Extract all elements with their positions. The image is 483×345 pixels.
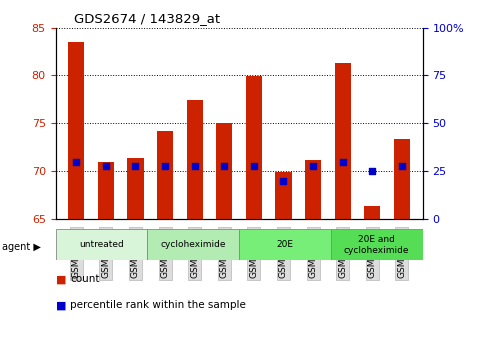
Point — [250, 164, 258, 169]
Bar — [128, 158, 143, 219]
Bar — [364, 206, 381, 219]
Bar — [239, 229, 331, 260]
Bar — [186, 100, 203, 219]
Point — [339, 159, 347, 164]
Point — [280, 178, 287, 184]
Bar — [147, 229, 239, 260]
Bar — [275, 172, 292, 219]
Text: agent ▶: agent ▶ — [2, 242, 41, 252]
Text: cycloheximide: cycloheximide — [160, 240, 226, 249]
Text: count: count — [70, 275, 99, 284]
Bar — [68, 42, 85, 219]
Bar — [246, 77, 262, 219]
Text: ■: ■ — [56, 300, 66, 310]
Text: percentile rank within the sample: percentile rank within the sample — [70, 300, 246, 310]
Point — [191, 164, 199, 169]
Point — [131, 164, 139, 169]
Bar — [335, 63, 351, 219]
Text: GDS2674 / 143829_at: GDS2674 / 143829_at — [74, 12, 220, 25]
Bar — [394, 139, 410, 219]
Bar — [305, 160, 321, 219]
Bar — [331, 229, 423, 260]
Text: 20E and
cycloheximide: 20E and cycloheximide — [344, 235, 410, 255]
Point — [72, 159, 80, 164]
Text: untreated: untreated — [79, 240, 124, 249]
Point — [220, 164, 228, 169]
Bar — [157, 131, 173, 219]
Point — [309, 164, 317, 169]
Point — [369, 168, 376, 174]
Bar — [98, 161, 114, 219]
Bar — [56, 229, 147, 260]
Point — [398, 164, 406, 169]
Text: 20E: 20E — [276, 240, 294, 249]
Point — [161, 164, 169, 169]
Bar — [216, 123, 232, 219]
Point — [102, 164, 110, 169]
Text: ■: ■ — [56, 275, 66, 284]
